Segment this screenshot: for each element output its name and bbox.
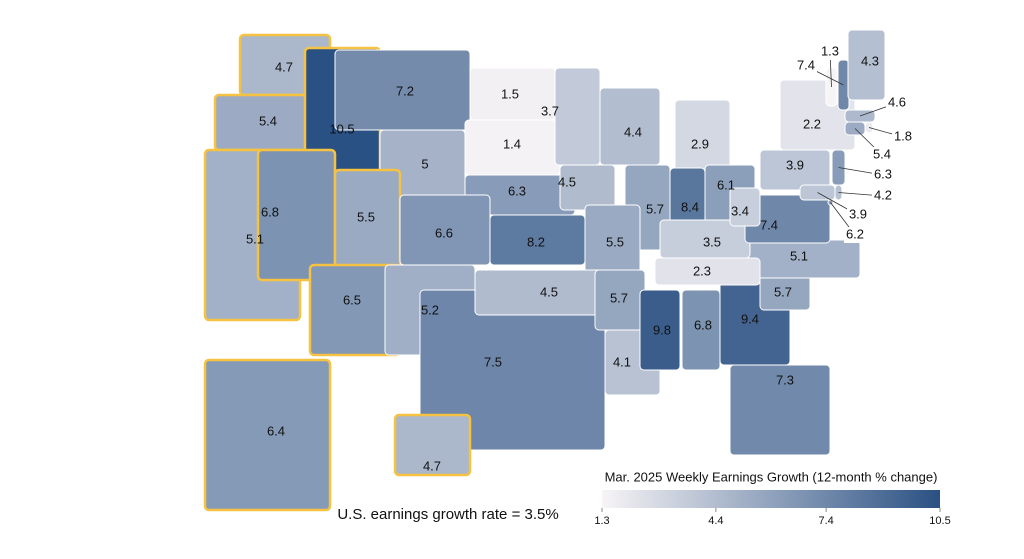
state <box>203 358 332 512</box>
value-label: 6.5 <box>343 292 361 307</box>
value-label: 2.2 <box>803 116 821 131</box>
value-label: 5.4 <box>873 146 891 161</box>
value-label: 7.5 <box>484 354 502 369</box>
state <box>847 29 886 101</box>
colorbar-title: Mar. 2025 Weekly Earnings Growth (12-mon… <box>605 469 938 484</box>
value-label: 3.5 <box>703 234 721 249</box>
colorbar-ticks: 1.3 4.4 7.4 10.5 <box>594 508 951 527</box>
colorbar-tick-label: 10.5 <box>929 515 950 527</box>
value-label: 4.3 <box>861 53 879 68</box>
colorbar-tick-label: 4.4 <box>708 515 723 527</box>
value-label: 1.3 <box>821 43 839 58</box>
annotation: U.S. earnings growth rate = 3.5% <box>337 506 558 523</box>
value-label: 3.4 <box>731 203 749 218</box>
label-bg <box>886 95 908 111</box>
label-bg <box>871 147 893 163</box>
state <box>639 289 681 371</box>
value-label: 4.7 <box>423 458 441 473</box>
value-label: 8.2 <box>527 234 545 249</box>
label-bg <box>872 188 894 204</box>
state <box>554 67 601 166</box>
value-label: 4.7 <box>275 59 293 74</box>
states <box>203 29 886 512</box>
value-label: 3.9 <box>786 157 804 172</box>
value-label: 4.5 <box>540 284 558 299</box>
value-label: 9.8 <box>653 322 671 337</box>
value-label: 6.8 <box>261 204 279 219</box>
value-label: 4.5 <box>558 174 576 189</box>
value-label: 6.1 <box>717 177 735 192</box>
value-label: 3.7 <box>541 103 559 118</box>
value-label: 5.2 <box>421 302 439 317</box>
value-label: 4.2 <box>874 187 892 202</box>
colorbar-tick-label: 7.4 <box>818 515 833 527</box>
colorbar-tick-label: 1.3 <box>594 515 609 527</box>
label-bg <box>847 207 869 223</box>
value-label: 6.8 <box>694 317 712 332</box>
value-label: 7.4 <box>760 217 778 232</box>
value-label: 7.4 <box>797 57 815 72</box>
value-label: 6.4 <box>267 423 285 438</box>
value-label: 5.7 <box>610 290 628 305</box>
label-bg <box>872 167 894 183</box>
value-label: 4.4 <box>624 124 642 139</box>
value-label: 2.3 <box>693 263 711 278</box>
value-label: 1.8 <box>894 128 912 143</box>
value-label: 8.4 <box>681 199 699 214</box>
value-label: 6.2 <box>846 226 864 241</box>
value-label: 7.3 <box>776 372 794 387</box>
value-label: 10.5 <box>329 121 354 136</box>
colorbar <box>602 490 940 508</box>
value-label: 6.3 <box>508 183 526 198</box>
value-label: 2.9 <box>691 136 709 151</box>
label-bg <box>892 129 914 145</box>
value-label: 5.7 <box>646 201 664 216</box>
value-label: 5.1 <box>246 231 264 246</box>
label-bg <box>795 58 817 74</box>
value-label: 4.1 <box>613 354 631 369</box>
state <box>729 364 831 456</box>
label-bg <box>844 227 866 243</box>
value-label: 9.4 <box>741 311 759 326</box>
state <box>393 413 472 477</box>
value-label: 5.7 <box>774 284 792 299</box>
value-label: 5.5 <box>606 234 624 249</box>
value-label: 5.5 <box>357 209 375 224</box>
value-label: 7.2 <box>396 83 414 98</box>
label-bg <box>819 44 841 60</box>
value-label: 5 <box>421 156 428 171</box>
value-label: 6.3 <box>874 166 892 181</box>
state-labels: 4.7 5.4 10.5 7.2 5 1.5 1.4 3.7 4.4 2.9 6.3 4.5 5.7 8.… <box>246 43 914 473</box>
value-label: 1.4 <box>503 136 521 151</box>
value-label: 5.4 <box>259 113 277 128</box>
value-label: 5.1 <box>790 248 808 263</box>
value-label: 3.9 <box>849 206 867 221</box>
state <box>729 187 761 227</box>
value-label: 4.6 <box>888 94 906 109</box>
value-label: 1.5 <box>501 86 519 101</box>
value-label: 6.6 <box>435 225 453 240</box>
